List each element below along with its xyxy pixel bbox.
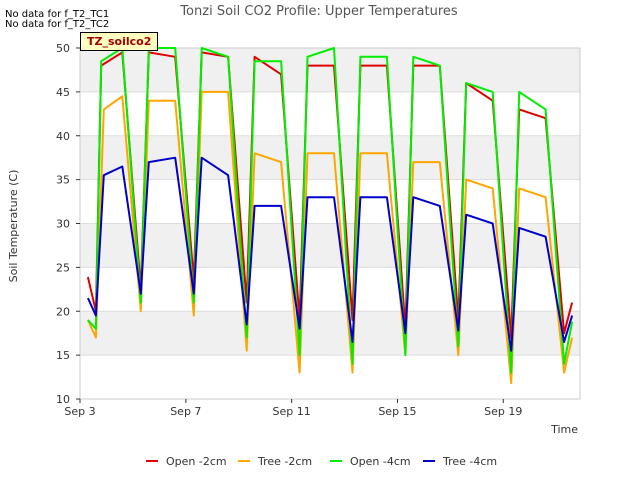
series-line-4 xyxy=(86,156,574,352)
series-line-3 xyxy=(87,47,574,374)
y-axis-label: Soil Temperature (C) xyxy=(7,170,20,283)
x-tick-label: Sep 11 xyxy=(273,405,311,418)
x-tick-label: Sep 7 xyxy=(170,405,201,418)
x-tick-label: Sep 3 xyxy=(64,405,95,418)
x-axis-label: Time xyxy=(550,423,578,436)
y-tick-label: 30 xyxy=(56,218,70,231)
site-tag: TZ_soilco2 xyxy=(80,32,159,51)
legend-label: Tree -4cm xyxy=(442,455,497,468)
y-tick-label: 25 xyxy=(56,261,70,274)
y-tick-label: 50 xyxy=(56,42,70,55)
legend-label: Open -4cm xyxy=(350,455,411,468)
y-tick-label: 35 xyxy=(56,174,70,187)
no-data-note-1: No data for f_T2_TC1 xyxy=(5,9,110,20)
y-tick-label: 20 xyxy=(56,305,70,318)
x-tick-label: Sep 19 xyxy=(484,405,522,418)
legend-label: Open -2cm xyxy=(166,455,227,468)
no-data-note-2: No data for f_T2_TC2 xyxy=(5,19,110,30)
chart-title: Tonzi Soil CO2 Profile: Upper Temperatur… xyxy=(179,4,458,19)
y-tick-label: 45 xyxy=(56,86,70,99)
y-tick-label: 15 xyxy=(56,349,70,362)
y-tick-label: 10 xyxy=(56,393,70,406)
grid-band xyxy=(80,48,580,92)
x-tick-label: Sep 15 xyxy=(378,405,416,418)
grid-band xyxy=(80,311,580,356)
series-line-2 xyxy=(86,90,574,385)
grid-band xyxy=(80,135,580,180)
legend-label: Tree -2cm xyxy=(257,455,312,468)
y-tick-label: 40 xyxy=(56,130,70,143)
